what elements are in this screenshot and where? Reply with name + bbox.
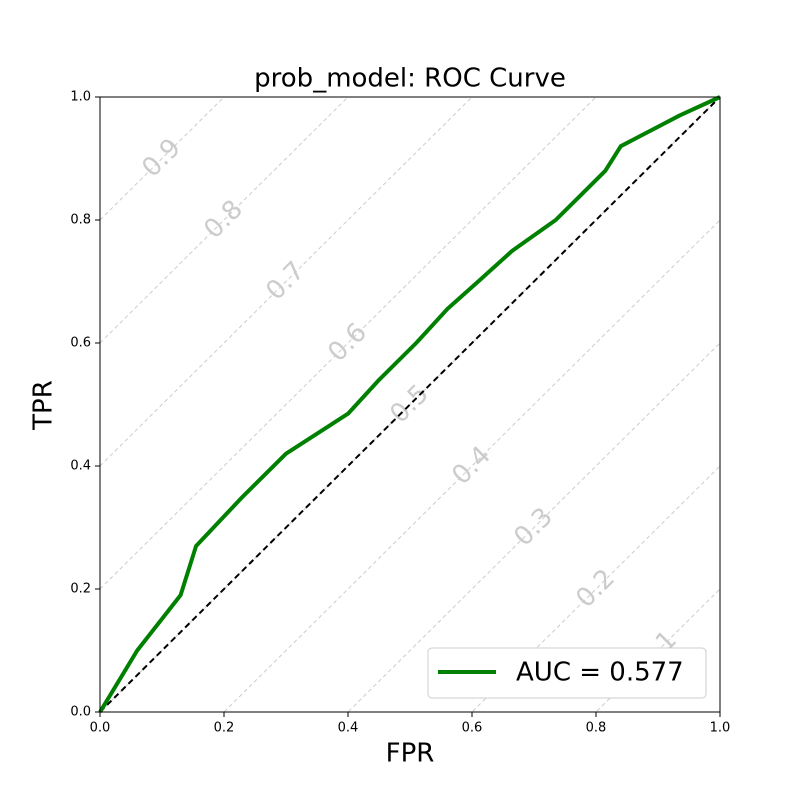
x-tick-label: 0.2 [214, 721, 235, 736]
iso-line [100, 97, 225, 221]
chart-title: prob_model: ROC Curve [254, 64, 566, 94]
iso-line [347, 342, 720, 712]
chance-line [99, 96, 721, 713]
iso-line [223, 219, 720, 712]
y-tick-label: 0.2 [70, 582, 91, 597]
y-tick-label: 1.0 [70, 90, 91, 105]
plot-frame [99, 96, 721, 713]
roc-curve [98, 95, 721, 714]
x-tick-label: 0.6 [462, 721, 483, 736]
iso-line [100, 97, 597, 590]
iso-label: 0.9 [136, 133, 186, 183]
iso-line [100, 97, 473, 467]
iso-line [100, 97, 349, 344]
y-tick-label: 0.8 [70, 213, 91, 228]
x-tick-label: 0.8 [586, 721, 607, 736]
y-axis-label: TPR [29, 380, 59, 431]
x-tick-label: 1.0 [710, 721, 731, 736]
x-tick-label: 0.0 [90, 721, 111, 736]
iso-label: 0.3 [508, 502, 558, 552]
x-tick-label: 0.4 [338, 721, 359, 736]
y-tick-label: 0.4 [70, 459, 91, 474]
legend-box [427, 647, 707, 699]
x-axis-label: FPR [386, 739, 435, 769]
y-tick-label: 0.0 [70, 705, 91, 720]
iso-label: 0.7 [260, 256, 310, 306]
legend-label: AUC = 0.577 [516, 658, 684, 688]
y-tick-label: 0.6 [70, 336, 91, 351]
iso-line [100, 97, 720, 712]
